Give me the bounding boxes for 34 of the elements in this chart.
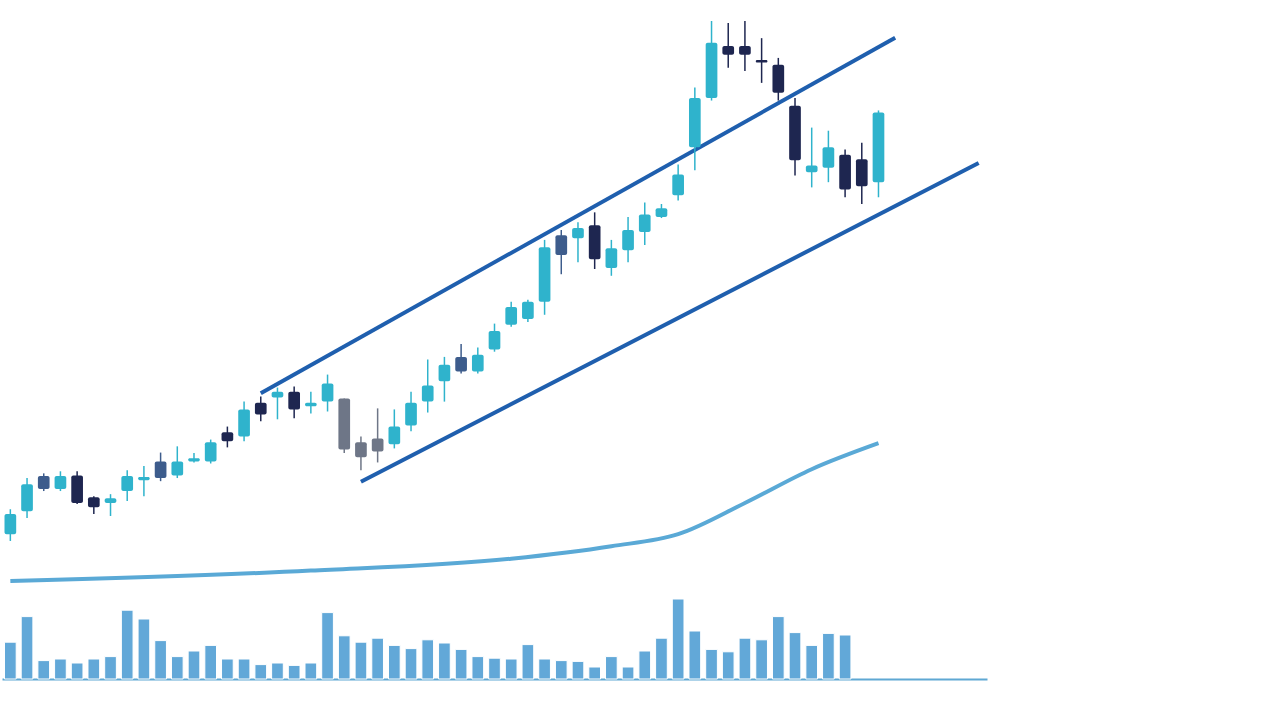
candlestick (288, 385, 300, 419)
candlestick (4, 508, 17, 542)
candlestick (739, 20, 751, 72)
candlestick (355, 435, 367, 471)
candlestick (805, 126, 818, 189)
candlestick (104, 493, 117, 517)
candlestick (622, 216, 634, 264)
candlestick (221, 425, 234, 449)
candlestick (822, 129, 835, 183)
candlestick (505, 301, 518, 328)
candlestick (54, 470, 67, 492)
candlestick (321, 373, 334, 413)
candlestick (254, 395, 267, 423)
candlestick (471, 346, 484, 375)
candlestick (121, 469, 134, 502)
candlestick (605, 239, 618, 277)
candlestick (438, 356, 451, 403)
candlestick (555, 229, 568, 275)
candlestick (388, 408, 401, 450)
candlestick (138, 465, 150, 497)
candlestick (171, 445, 184, 479)
candlestick (755, 37, 768, 84)
candlestick (638, 201, 651, 246)
candlestick (488, 322, 501, 353)
candlestick (572, 221, 584, 264)
candlestick (405, 390, 417, 432)
candlestick (722, 22, 735, 69)
candlestick (421, 358, 434, 414)
candlestick (672, 163, 684, 202)
candlestick (371, 407, 384, 464)
candlestick (455, 343, 467, 375)
candlestick (204, 438, 217, 465)
candlestick (522, 298, 534, 323)
candlestick (154, 451, 167, 482)
